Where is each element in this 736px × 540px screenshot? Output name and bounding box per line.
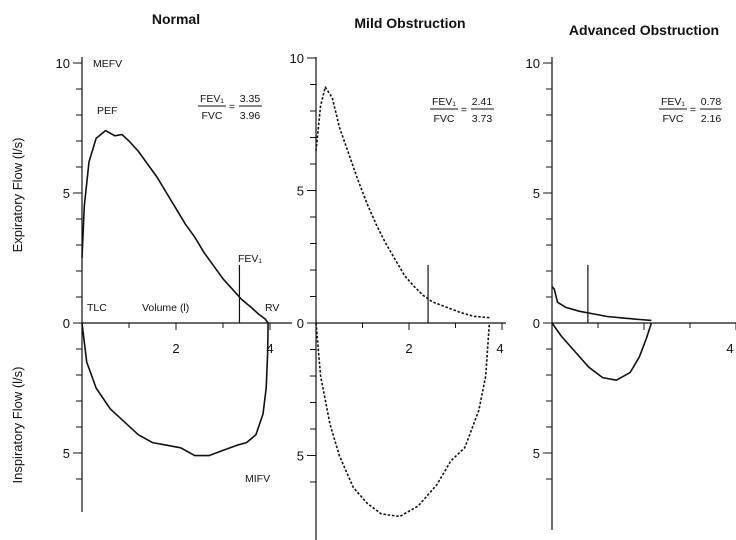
expiratory-axis-title: Expiratory Flow (l/s) (10, 138, 25, 253)
ratio-advanced-lhs-den: FVC (663, 113, 684, 125)
ratio-normal: FEV₁ FVC = 3.35 3.96 (198, 93, 262, 122)
ratio-normal-num: 3.35 (240, 93, 261, 105)
y-tick-label: 10 (56, 56, 70, 71)
y-tick-label: 5 (297, 449, 304, 464)
y-tick-label: 5 (533, 186, 540, 201)
pef-label: PEF (97, 105, 117, 117)
xlabel: Volume (l) (142, 302, 189, 314)
series-line-expiratory (315, 86, 490, 319)
tlc-label: TLC (87, 302, 107, 314)
ratio-advanced-lhs-num: FEV₁ (661, 96, 685, 108)
mifv-label: MIFV (245, 473, 270, 485)
ratio-mild-den: 3.73 (472, 113, 493, 125)
y-tick-label: 5 (297, 184, 304, 199)
x-tick-label: 2 (405, 341, 412, 356)
y-tick-label: 10 (526, 56, 540, 71)
y-tick-label: 5 (63, 186, 70, 201)
mefv-label: MEFV (93, 58, 122, 70)
ratio-normal-eq: = (229, 101, 235, 113)
ratio-mild-eq: = (461, 104, 467, 116)
ratio-normal-den: 3.96 (240, 110, 261, 122)
ratio-mild: FEV₁ FVC = 2.41 3.73 (430, 96, 494, 125)
x-tick-label: 4 (496, 341, 503, 356)
panel-2: 10 5 0 5 4 (526, 56, 736, 530)
series-line-inspiratory (315, 322, 491, 518)
inspiratory-axis-title: Inspiratory Flow (l/s) (10, 366, 25, 483)
panel-0: 10 5 0 5 2 4 (56, 56, 292, 512)
y-tick-label: 0 (533, 316, 540, 331)
rv-label: RV (265, 302, 279, 314)
y-tick-label: 10 (290, 51, 304, 66)
ratio-mild-lhs-num: FEV₁ (432, 96, 456, 108)
ratio-advanced-num: 0.78 (701, 96, 722, 108)
y-tick-label: 0 (297, 316, 304, 331)
y-tick-label: 5 (533, 446, 540, 461)
x-tick-label: 4 (266, 341, 273, 356)
ratio-advanced: FEV₁ FVC = 0.78 2.16 (659, 96, 722, 125)
series-line-expiratory (81, 129, 269, 324)
panel-1: 10 5 0 5 2 4 (290, 51, 506, 540)
ratio-advanced-eq: = (690, 104, 696, 116)
panel-title-mild: Mild Obstruction (354, 15, 465, 31)
panels: 10 5 0 5 2 4 10 5 0 5 2 4 10 5 0 5 4 (56, 51, 736, 540)
panel-title-normal: Normal (152, 11, 200, 27)
ratio-normal-lhs-num: FEV₁ (200, 93, 224, 105)
fev1-label: FEV₁ (238, 253, 262, 265)
series-line-expiratory (551, 286, 652, 322)
panel-title-advanced: Advanced Obstruction (569, 22, 719, 38)
series-line-inspiratory (81, 322, 269, 457)
x-tick-label: 2 (172, 341, 179, 356)
y-tick-label: 0 (63, 316, 70, 331)
y-tick-label: 5 (63, 446, 70, 461)
ratio-normal-lhs-den: FVC (202, 110, 223, 122)
ratio-mild-num: 2.41 (472, 96, 493, 108)
ratio-advanced-den: 2.16 (701, 113, 722, 125)
x-tick-label: 4 (726, 341, 733, 356)
ratio-mild-lhs-den: FVC (434, 113, 455, 125)
series-line-inspiratory (551, 322, 653, 381)
